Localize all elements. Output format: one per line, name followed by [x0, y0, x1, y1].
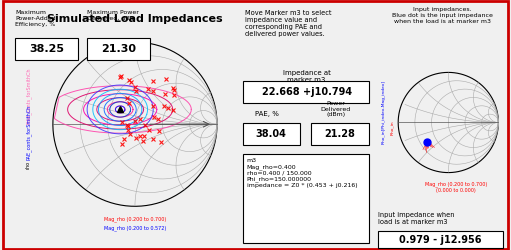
Text: Mag_rho (0.200 to 0.572): Mag_rho (0.200 to 0.572)	[104, 225, 166, 231]
Text: Maximum
Power-Added
Efficiency, %: Maximum Power-Added Efficiency, %	[15, 10, 56, 26]
Text: Mag_rho (0.200 to 0.700)
(0.000 to 0.000): Mag_rho (0.200 to 0.700) (0.000 to 0.000…	[425, 182, 487, 193]
Text: 21.28: 21.28	[324, 128, 355, 138]
Text: 38.04: 38.04	[256, 128, 286, 138]
Text: Simulated Load Impedances: Simulated Load Impedances	[47, 14, 223, 24]
Text: 22.668 +j10.794: 22.668 +j10.794	[262, 87, 352, 97]
Text: 0.979 - j12.956: 0.979 - j12.956	[400, 235, 482, 245]
Bar	[311, 122, 369, 144]
Text: m3
Mag_rho=0.400
rho=0.400 / 150.000
Phi_rho=150.000000
impedance = Z0 * (0.453 : m3 Mag_rho=0.400 rho=0.400 / 150.000 Phi…	[247, 158, 357, 188]
Text: 38.25: 38.25	[29, 44, 64, 54]
Text: Input impedances.
Blue dot is the input impedance
when the load is at marker m3: Input impedances. Blue dot is the input …	[391, 8, 493, 24]
Bar	[378, 232, 503, 248]
Text: rho: rho	[26, 161, 31, 169]
Text: Rho_in: Rho_in	[390, 120, 394, 135]
Text: PAE, %: PAE, %	[255, 111, 278, 117]
Text: PAE_conts_forSmithCh: PAE_conts_forSmithCh	[26, 105, 31, 160]
Text: Mag_rho (0.200 to 0.700): Mag_rho (0.200 to 0.700)	[104, 216, 166, 222]
Bar	[243, 122, 300, 144]
Bar	[87, 38, 150, 60]
Text: Power
Delivered
(dBm): Power Delivered (dBm)	[321, 101, 351, 117]
Text: 21.30: 21.30	[101, 44, 136, 54]
Text: Maximum Power
Delivered, dBm: Maximum Power Delivered, dBm	[87, 10, 139, 21]
Text: Pdel_conts_forSmithCh: Pdel_conts_forSmithCh	[26, 67, 31, 124]
Bar	[15, 38, 78, 60]
Text: Input impedance when
load is at marker m3: Input impedance when load is at marker m…	[378, 212, 455, 226]
Text: Rho_in[Phi_index,Mag_index]: Rho_in[Phi_index,Mag_index]	[381, 80, 385, 144]
Text: Impedance at
marker m3: Impedance at marker m3	[283, 70, 331, 82]
Bar	[243, 81, 369, 103]
Bar	[243, 154, 369, 242]
Text: Move Marker m3 to select
impedance value and
corresponding PAE and
delivered pow: Move Marker m3 to select impedance value…	[245, 10, 332, 37]
